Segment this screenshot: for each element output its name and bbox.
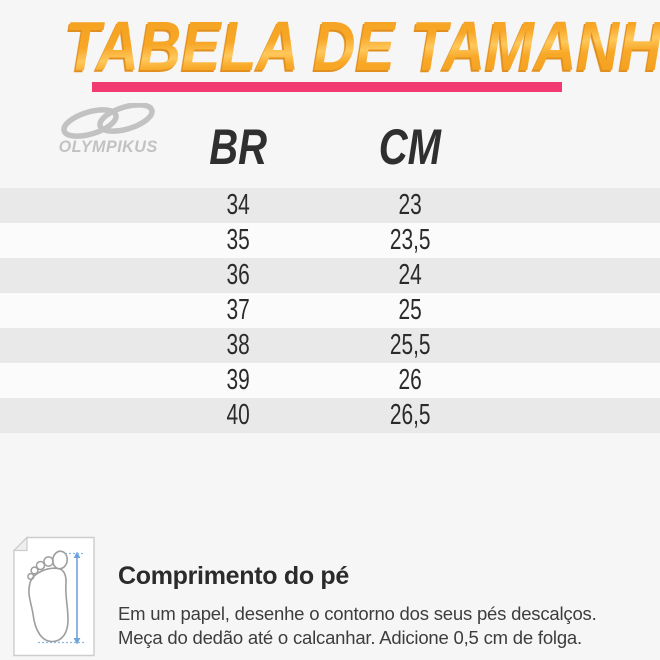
foot-measure-icon xyxy=(12,536,95,657)
cm-cell: 26 xyxy=(398,364,422,396)
cm-cell: 25,5 xyxy=(389,329,431,361)
size-table: 34 23 35 23,5 36 24 37 25 38 25,5 39 26 … xyxy=(0,188,660,433)
cm-cell: 26,5 xyxy=(389,399,431,431)
cm-cell: 23 xyxy=(398,189,422,221)
instructions-line-1: Em um papel, desenhe o contorno dos seus… xyxy=(118,603,597,624)
table-row: 36 24 xyxy=(0,258,660,293)
cm-cell: 24 xyxy=(398,259,422,291)
cm-cell: 25 xyxy=(398,294,422,326)
instructions-line-2: Meça do dedão até o calcanhar. Adicione … xyxy=(118,627,582,648)
cm-cell: 23,5 xyxy=(389,224,431,256)
br-cell: 40 xyxy=(226,399,250,431)
column-header-cm: CM xyxy=(378,119,442,175)
br-cell: 37 xyxy=(226,294,250,326)
br-cell: 35 xyxy=(226,224,250,256)
br-cell: 39 xyxy=(226,364,250,396)
br-cell: 36 xyxy=(226,259,250,291)
brand-logo: OLYMPIKUS xyxy=(44,103,172,157)
brand-wordmark: OLYMPIKUS xyxy=(58,137,158,156)
table-row: 40 26,5 xyxy=(0,398,660,433)
page-title-text: TABELA DE TAMANHOS xyxy=(65,2,660,90)
br-cell: 34 xyxy=(226,189,250,221)
table-row: 39 26 xyxy=(0,363,660,398)
column-header-br: BR xyxy=(209,119,267,175)
br-cell: 38 xyxy=(226,329,250,361)
title-underline-bar xyxy=(92,82,562,92)
table-row: 37 25 xyxy=(0,293,660,328)
instructions-heading: Comprimento do pé xyxy=(118,562,350,590)
instructions-block: Comprimento do pé Em um papel, desenhe o… xyxy=(118,562,648,650)
olympikus-rings-icon xyxy=(61,103,155,139)
table-row: 35 23,5 xyxy=(0,223,660,258)
table-row: 34 23 xyxy=(0,188,660,223)
table-row: 38 25,5 xyxy=(0,328,660,363)
page-title: TABELA DE TAMANHOS xyxy=(0,2,660,90)
